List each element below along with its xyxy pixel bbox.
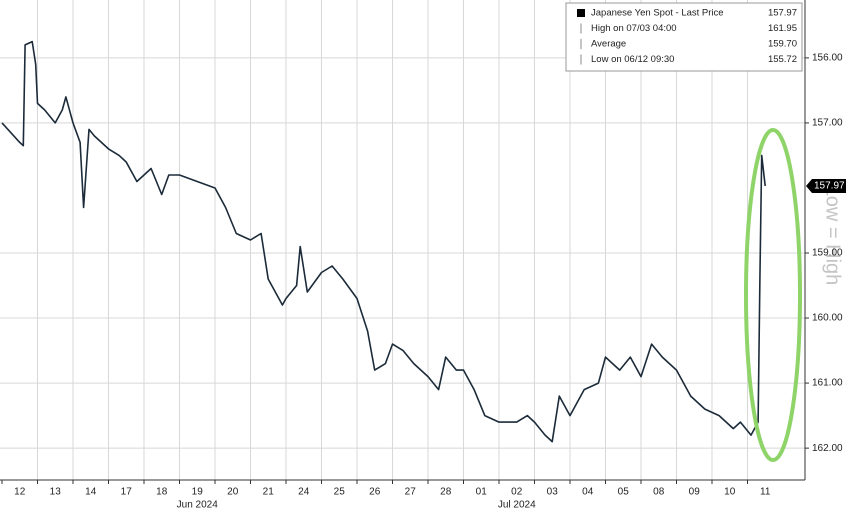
x-tick-label: 28 [440,487,452,498]
x-tick-label: 25 [334,487,346,498]
x-tick-label: 14 [85,487,97,498]
last-price-label: 157.97 [814,181,845,192]
x-tick-label: 03 [547,487,559,498]
month-label: Jun 2024 [177,500,219,511]
x-tick-label: 21 [263,487,275,498]
legend-swatch [577,9,585,17]
legend-name: Low on 06/12 09:30 [591,54,674,65]
legend-value: 161.95 [768,23,797,34]
x-tick-label: 02 [511,487,523,498]
y-tick-label: 162.00 [812,443,843,454]
y-tick-label: 157.00 [812,118,843,129]
highlight-ellipse [744,128,802,462]
x-tick-label: 27 [405,487,417,498]
x-tick-label: 17 [121,487,133,498]
legend-name: High on 07/03 04:00 [591,23,677,34]
month-label: Jul 2024 [498,500,536,511]
legend-value: 155.72 [768,54,797,65]
x-tick-label: 26 [369,487,381,498]
x-tick-label: 04 [582,487,594,498]
plot [1,40,766,443]
x-tick-label: 09 [689,487,701,498]
legend-value: 159.70 [768,39,797,50]
watermark: Low = High [822,185,844,286]
legend-box [565,2,803,72]
y-tick-label: 160.00 [812,313,843,324]
x-tick-label: 05 [618,487,630,498]
legend-name: Japanese Yen Spot - Last Price [591,8,724,19]
x-tick-label: 01 [476,487,488,498]
x-tick-label: 20 [227,487,239,498]
x-tick-label: 13 [50,487,62,498]
x-tick-label: 11 [760,487,771,498]
x-tick-label: 18 [156,487,168,498]
x-tick-label: 19 [192,487,204,498]
y-tick-label: 159.00 [812,248,843,259]
y-tick-label: 161.00 [812,378,843,389]
x-tick-label: 24 [298,487,310,498]
y-tick-label: 156.00 [812,53,843,64]
x-tick-label: 12 [14,487,26,498]
legend-value: 157.97 [768,8,797,19]
last-price-tag [806,179,846,194]
x-tick-label: 08 [653,487,665,498]
x-tick-label: 10 [724,487,736,498]
price-line [1,40,766,443]
legend: Japanese Yen Spot - Last Price 157.97 High… [565,2,803,72]
legend-name: Average [591,39,626,50]
